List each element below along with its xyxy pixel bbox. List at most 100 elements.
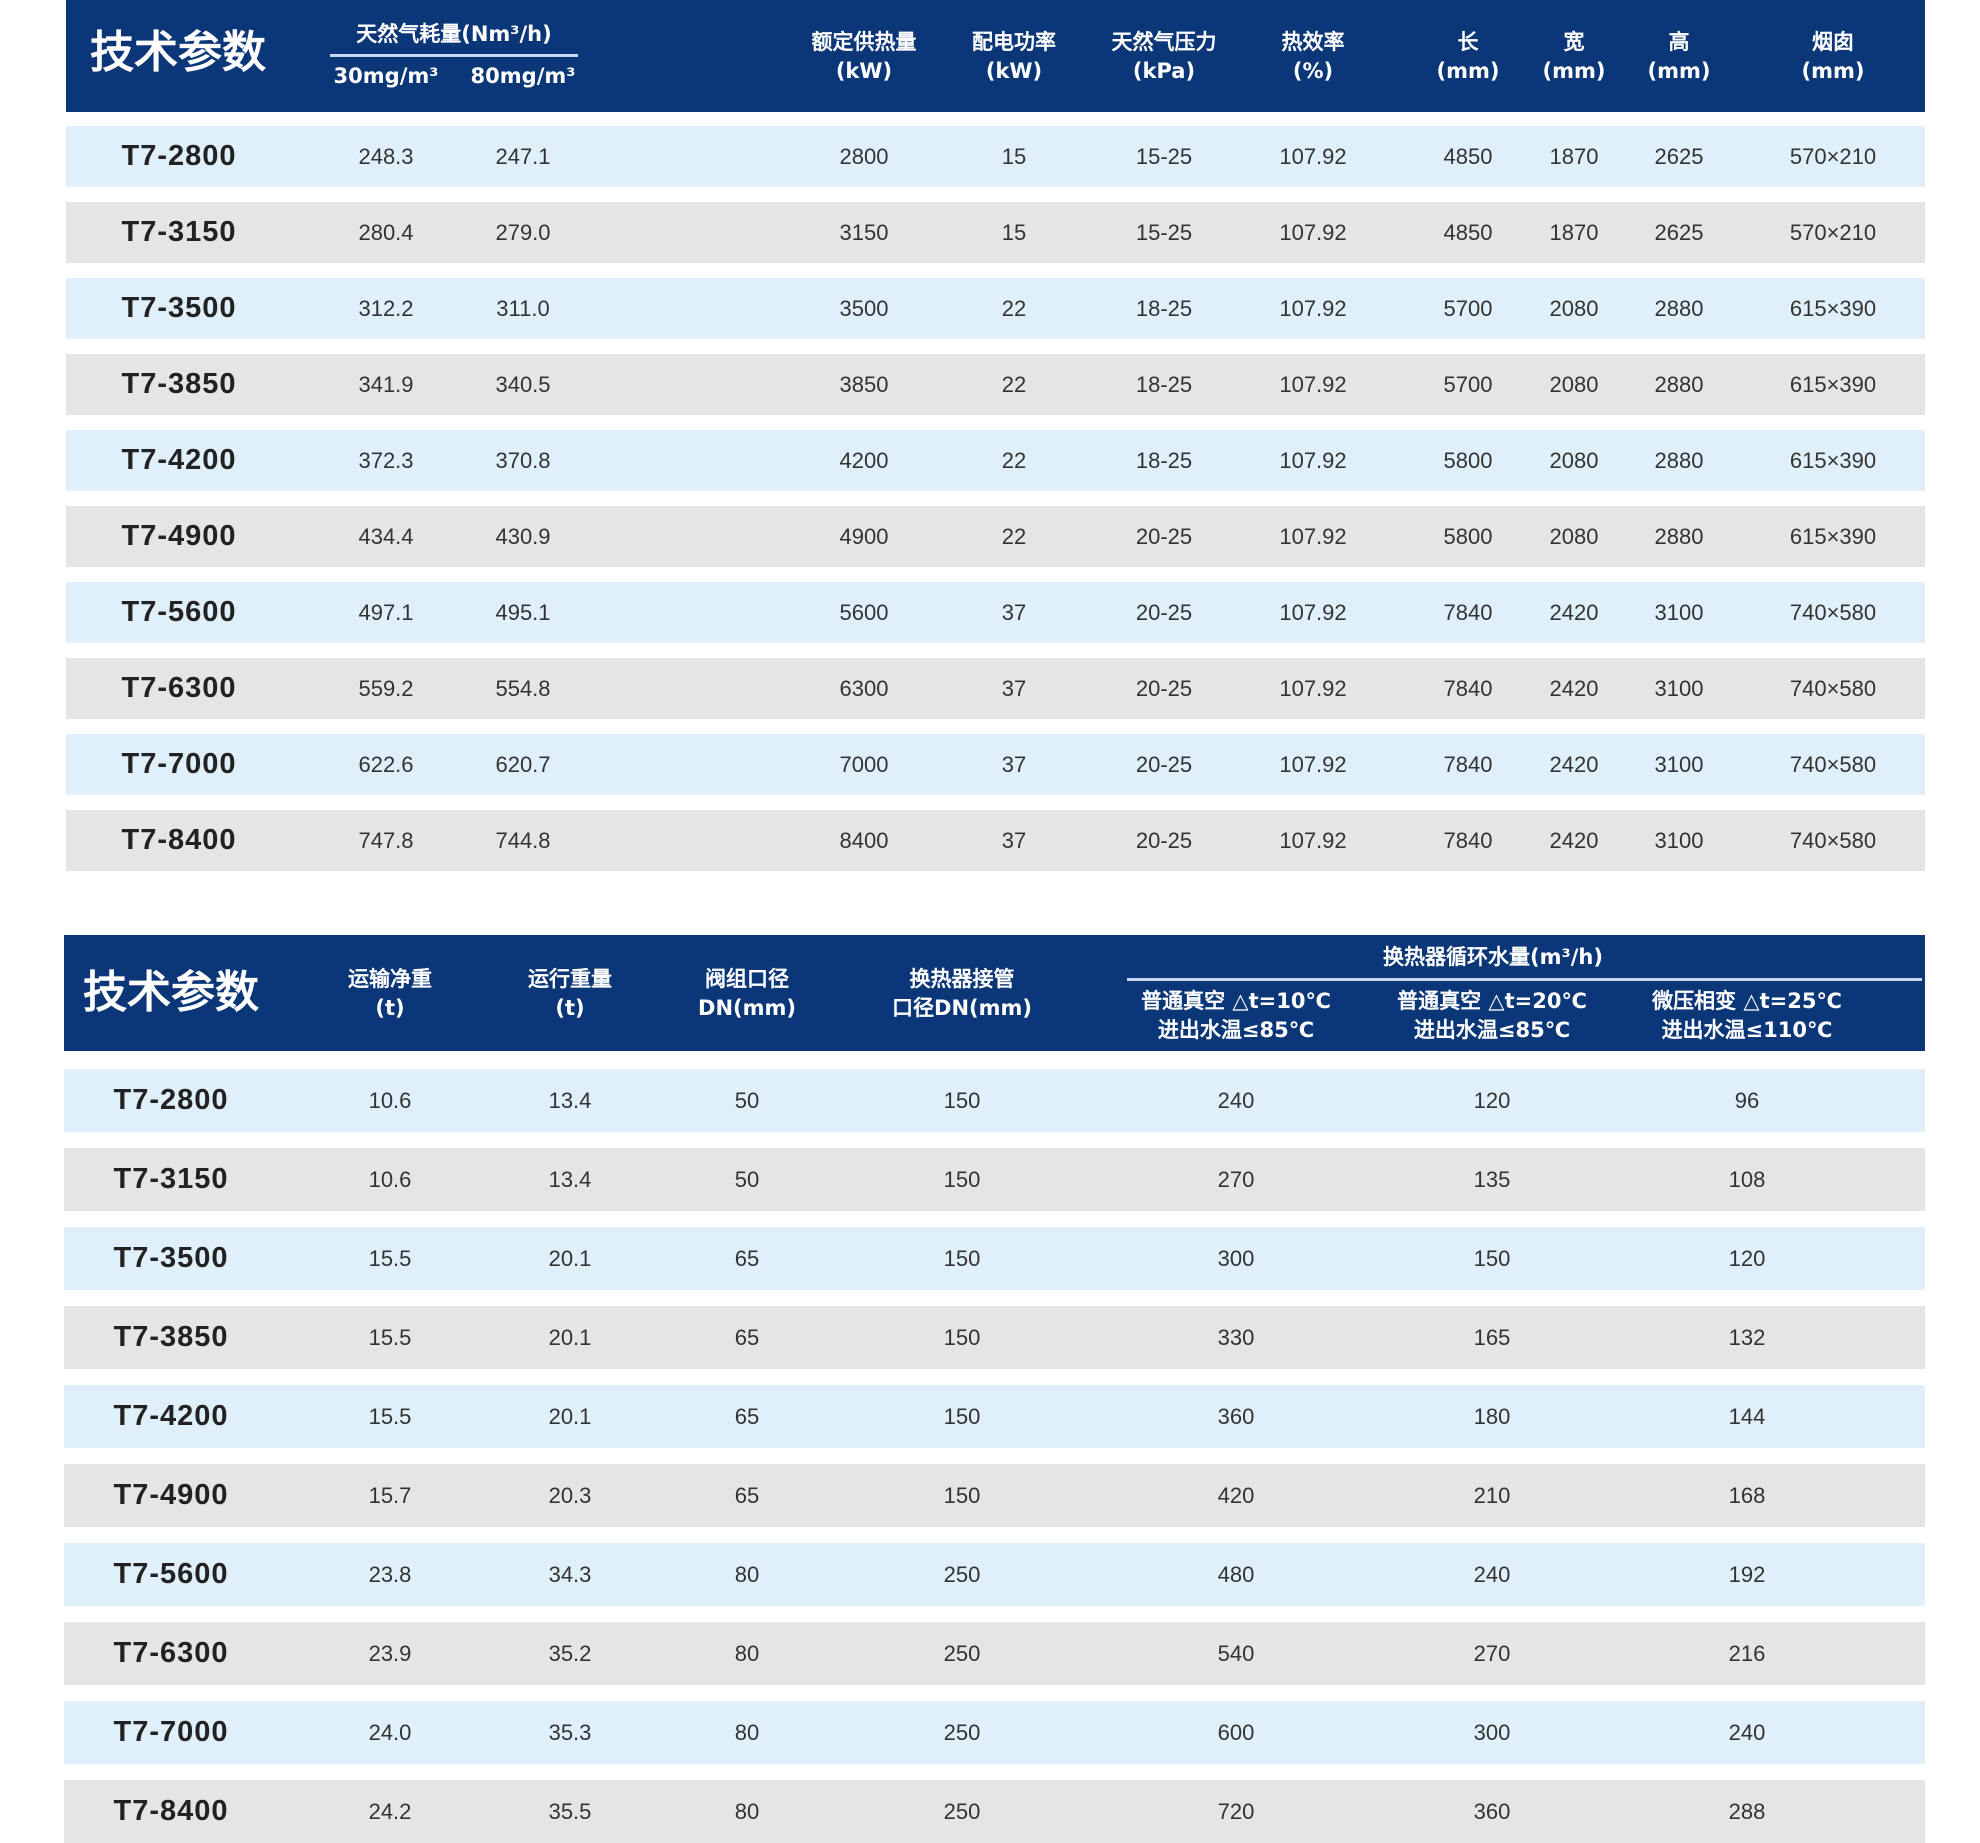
header-divider [330,54,578,57]
model-cell: T7-4200 [121,444,237,476]
table-cell: 747.8 [358,827,414,853]
table-cell: 108 [1728,1166,1766,1192]
table-cell: 15-25 [1135,219,1193,245]
model-cell: T7-3850 [113,1321,229,1353]
table-cell: 18-25 [1135,295,1193,321]
model-cell: T7-4900 [121,520,237,552]
table-cell: 2420 [1549,751,1599,777]
table-cell: 495.1 [495,599,551,625]
table-cell: 13.4 [548,1087,592,1113]
table-cell: 2420 [1549,675,1599,701]
table-cell: 248.3 [358,143,414,169]
table-row: T7-5600 497.1 495.1 5600 37 20-25 107.92 7840 24… [66,582,1925,643]
table-cell: 107.92 [1279,827,1347,853]
table-cell: 150 [943,1166,981,1192]
table-cell: 620.7 [495,751,551,777]
table2-col-header: 普通真空 △t=20℃ 进出水温≤85℃ [1397,989,1587,1042]
table-cell: 107.92 [1279,447,1347,473]
table-row: T7-5600 23.8 34.3 80 250 480 240 192 [64,1543,1925,1606]
table2-col-header: 运行重量 (t) [528,967,612,1020]
table-cell: 20-25 [1135,751,1193,777]
table-cell: 15.5 [368,1245,412,1271]
model-cell: T7-8400 [113,1795,229,1827]
table-cell: 360 [1473,1798,1511,1824]
table-cell: 4850 [1443,143,1493,169]
table-cell: 2625 [1654,219,1704,245]
table-cell: 240 [1728,1719,1766,1745]
table-cell: 3850 [839,371,889,397]
table-cell: 8400 [839,827,889,853]
table-cell: 540 [1217,1640,1255,1666]
table-cell: 615×390 [1789,523,1877,549]
table-cell: 37 [1001,675,1027,701]
table-cell: 107.92 [1279,371,1347,397]
table2-col-header: 普通真空 △t=10℃ 进出水温≤85℃ [1141,989,1331,1042]
model-cell: T7-3500 [113,1242,229,1274]
table-cell: 554.8 [495,675,551,701]
table-cell: 22 [1001,523,1027,549]
model-cell: T7-7000 [113,1716,229,1748]
model-cell: T7-3850 [121,368,237,400]
table-cell: 360 [1217,1403,1255,1429]
model-cell: T7-8400 [121,824,237,856]
table-cell: 15-25 [1135,143,1193,169]
table-cell: 132 [1728,1324,1766,1350]
table-cell: 15.5 [368,1324,412,1350]
table-cell: 559.2 [358,675,414,701]
model-cell: T7-4200 [113,1400,229,1432]
table1-col-header: 额定供热量 (kW) [811,30,917,83]
table-cell: 37 [1001,751,1027,777]
table-cell: 23.9 [368,1640,412,1666]
table-cell: 13.4 [548,1166,592,1192]
table-cell: 150 [943,1482,981,1508]
table-cell: 107.92 [1279,675,1347,701]
table-cell: 1870 [1549,219,1599,245]
table-cell: 7840 [1443,827,1493,853]
table-cell: 311.0 [496,295,550,321]
table-cell: 135 [1473,1166,1511,1192]
table2-header: 技术参数 换热器循环水量(m³/h) 运输净重 (t) 运行重量 (t) 阀组口径 … [64,935,1925,1051]
table-cell: 150 [943,1245,981,1271]
table-cell: 107.92 [1279,219,1347,245]
table-cell: 6300 [839,675,889,701]
table-cell: 430.9 [495,523,551,549]
table-cell: 37 [1001,827,1027,853]
table-cell: 10.6 [368,1087,412,1113]
table-row: T7-4900 15.7 20.3 65 150 420 210 168 [64,1464,1925,1527]
table-cell: 34.3 [548,1561,592,1587]
table-cell: 80 [734,1561,760,1587]
table-cell: 80 [734,1719,760,1745]
table-row: T7-4200 372.3 370.8 4200 22 18-25 107.92 5800 20… [66,430,1925,491]
model-cell: T7-5600 [113,1558,229,1590]
model-cell: T7-7000 [121,748,237,780]
table-cell: 144 [1728,1403,1766,1429]
table-cell: 3100 [1654,675,1704,701]
table-cell: 420 [1217,1482,1255,1508]
table-cell: 15 [1001,143,1027,169]
table-cell: 1870 [1549,143,1599,169]
table-cell: 3500 [839,295,889,321]
model-cell: T7-6300 [113,1637,229,1669]
table-cell: 5600 [839,599,889,625]
table-cell: 370.8 [495,447,551,473]
table-cell: 497.1 [358,599,414,625]
table-cell: 20.1 [548,1403,592,1429]
table-row: T7-6300 23.9 35.2 80 250 540 270 216 [64,1622,1925,1685]
table-cell: 434.4 [358,523,414,549]
table2-col-header: 运输净重 (t) [348,967,432,1020]
table-cell: 250 [943,1561,981,1587]
table-cell: 96 [1734,1087,1760,1113]
table-cell: 50 [734,1166,760,1192]
table-cell: 20.1 [548,1245,592,1271]
table-cell: 120 [1473,1087,1511,1113]
table-cell: 247.1 [495,143,551,169]
table-cell: 15.5 [368,1403,412,1429]
table-row: T7-3850 15.5 20.1 65 150 330 165 132 [64,1306,1925,1369]
table-cell: 622.6 [358,751,414,777]
table-cell: 107.92 [1279,599,1347,625]
table-cell: 2080 [1549,447,1599,473]
table-cell: 107.92 [1279,143,1347,169]
model-cell: T7-3500 [121,292,237,324]
table-cell: 300 [1473,1719,1511,1745]
table-cell: 15.7 [368,1482,412,1508]
